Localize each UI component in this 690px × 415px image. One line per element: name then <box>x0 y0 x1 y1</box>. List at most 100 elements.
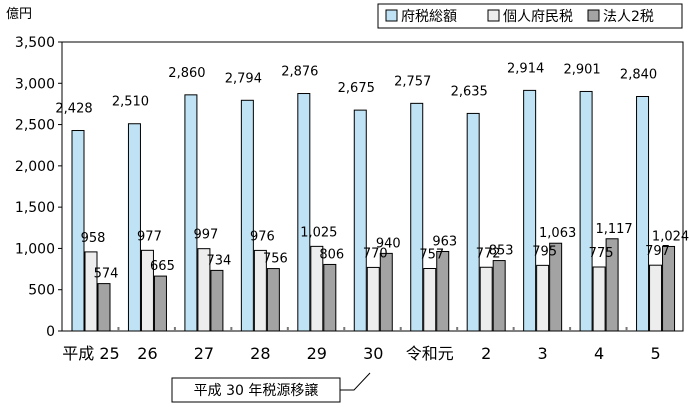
x-tick-label: 26 <box>137 344 157 363</box>
x-tick-label: 30 <box>363 344 383 363</box>
data-label: 757 <box>419 247 444 262</box>
data-label: 2,840 <box>620 67 657 82</box>
bar-corporate <box>266 268 280 332</box>
data-label: 2,914 <box>507 61 544 76</box>
x-tick-label: 平成 25 <box>62 344 119 363</box>
y-tick-label: 2,500 <box>15 118 55 134</box>
y-unit-label: 億円 <box>6 6 32 22</box>
data-label: 940 <box>376 236 401 251</box>
bar-individual <box>84 251 98 332</box>
bar-corporate <box>379 252 393 332</box>
y-tick-label: 1,000 <box>15 241 55 257</box>
data-label: 1,117 <box>595 222 632 237</box>
bar-total <box>184 94 198 332</box>
bar-individual <box>253 249 267 332</box>
bar-corporate <box>210 269 224 332</box>
data-label: 2,675 <box>338 81 375 96</box>
bar-individual <box>366 266 380 332</box>
data-label: 958 <box>81 231 106 246</box>
bar-total <box>240 99 254 332</box>
data-label: 797 <box>645 244 670 259</box>
bar-individual <box>479 266 493 332</box>
y-tick-label: 1,500 <box>15 200 55 216</box>
x-tick-label: 令和元 <box>406 344 454 363</box>
bar-corporate <box>549 242 563 332</box>
data-label: 2,510 <box>112 95 149 110</box>
y-tick-label: 2,000 <box>15 159 55 175</box>
note-callout: 平成 30 年税源移譲 <box>171 372 371 403</box>
bar-corporate <box>97 283 111 332</box>
data-label: 2,794 <box>225 71 262 86</box>
x-tick-label: 3 <box>538 344 548 363</box>
bar-total <box>636 95 650 332</box>
legend-swatch <box>385 9 398 22</box>
x-tick-label: 28 <box>250 344 270 363</box>
data-label: 2,876 <box>281 65 318 80</box>
bar-total <box>579 90 593 332</box>
data-label: 997 <box>193 228 218 243</box>
bar-individual <box>592 266 606 332</box>
data-label: 976 <box>250 229 275 244</box>
data-label: 770 <box>363 246 388 261</box>
data-label: 2,757 <box>394 74 431 89</box>
legend-swatch <box>487 9 500 22</box>
data-label: 665 <box>150 259 175 274</box>
data-label: 977 <box>137 229 162 244</box>
data-label: 2,428 <box>55 102 92 117</box>
data-label: 1,024 <box>652 229 689 244</box>
bar-corporate <box>662 245 676 332</box>
legend-label: 法人2税 <box>603 9 654 25</box>
note-text: 平成 30 年税源移譲 <box>194 383 319 399</box>
legend-box <box>377 3 683 29</box>
legend-label: 府税総額 <box>401 9 457 25</box>
data-label: 734 <box>206 253 231 268</box>
data-label: 963 <box>432 234 457 249</box>
x-tick-label: 29 <box>307 344 327 363</box>
data-labels: 2,428 958 574 2,510 977 665 2,860 997 734 2,794 97… <box>55 61 689 281</box>
data-label: 2,635 <box>451 84 488 99</box>
bar-corporate <box>323 263 337 332</box>
data-label: 772 <box>476 246 501 261</box>
data-label: 795 <box>532 244 557 259</box>
note-box <box>171 377 341 403</box>
data-label: 806 <box>319 247 344 262</box>
data-label: 1,025 <box>300 225 337 240</box>
bar-total <box>466 112 480 332</box>
bar-corporate <box>153 275 167 332</box>
x-tick-label: 2 <box>481 344 491 363</box>
legend-label: 個人府民税 <box>503 9 573 25</box>
bar-individual <box>649 264 663 332</box>
bar-total <box>71 130 85 332</box>
data-label: 574 <box>94 267 119 282</box>
bar-corporate <box>492 260 506 332</box>
bar-total <box>353 109 367 332</box>
legend-swatch <box>587 9 600 22</box>
data-label: 756 <box>263 252 288 267</box>
axes: 億円 0 500 1,000 1,500 2,000 2,500 3,000 3,500 平成 2… <box>6 6 684 363</box>
data-label: 1,063 <box>539 226 576 241</box>
bar-total <box>410 102 424 332</box>
data-label: 853 <box>489 244 514 259</box>
legend: 府税総額 個人府民税 法人2税 <box>377 3 683 29</box>
bar-total <box>523 89 537 332</box>
bar-corporate <box>436 250 450 332</box>
x-tick-label: 27 <box>194 344 214 363</box>
data-label: 775 <box>589 246 614 261</box>
x-tick-label: 4 <box>594 344 604 363</box>
bar-individual <box>310 245 324 332</box>
y-tick-label: 3,500 <box>15 35 55 51</box>
y-tick-label: 3,000 <box>15 76 55 92</box>
bar-individual <box>536 264 550 332</box>
bar-total <box>297 93 311 332</box>
bar-individual <box>140 249 154 332</box>
data-label: 2,860 <box>168 66 205 81</box>
y-tick-label: 500 <box>28 283 55 299</box>
x-tick-label: 5 <box>650 344 660 363</box>
bar-total <box>127 123 141 332</box>
bar-individual <box>423 267 437 332</box>
note-leader-line <box>340 372 371 391</box>
bar-corporate <box>605 238 619 332</box>
bars <box>71 89 676 332</box>
